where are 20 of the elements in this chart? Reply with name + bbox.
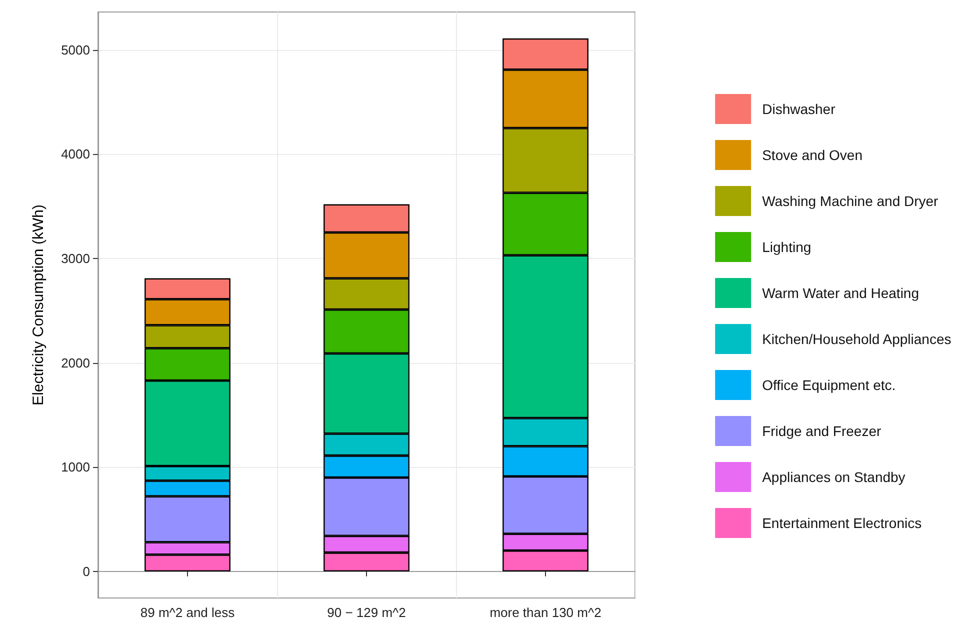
legend-label: Washing Machine and Dryer	[762, 193, 939, 209]
y-tick-label: 2000	[61, 355, 90, 370]
y-tick-label: 1000	[61, 460, 90, 475]
y-tick-label: 5000	[61, 42, 90, 58]
y-tick-label: 3000	[61, 250, 90, 266]
x-tick-label: 89 m^2 and less	[140, 605, 236, 620]
y-tick-label: 0	[82, 564, 90, 579]
x-tick-label: 90 − 129 m^2	[327, 605, 406, 620]
legend-label: Warm Water and Heating	[762, 285, 920, 301]
legend-label: Stove and Oven	[762, 147, 863, 163]
legend-label: Appliances on Standby	[762, 469, 906, 485]
legend-label: Dishwasher	[762, 101, 836, 117]
y-tick-label: 4000	[61, 146, 90, 162]
legend-label: Fridge and Freezer	[762, 423, 882, 439]
y-axis-title: Electricity Consumption (kWh)	[30, 204, 47, 406]
legend-label: Office Equipment etc.	[762, 377, 896, 393]
legend-label: Entertainment Electronics	[762, 515, 922, 531]
legend-label: Kitchen/Household Appliances	[762, 331, 952, 347]
legend-label: Lighting	[762, 239, 812, 255]
x-tick-label: more than 130 m^2	[490, 605, 602, 620]
